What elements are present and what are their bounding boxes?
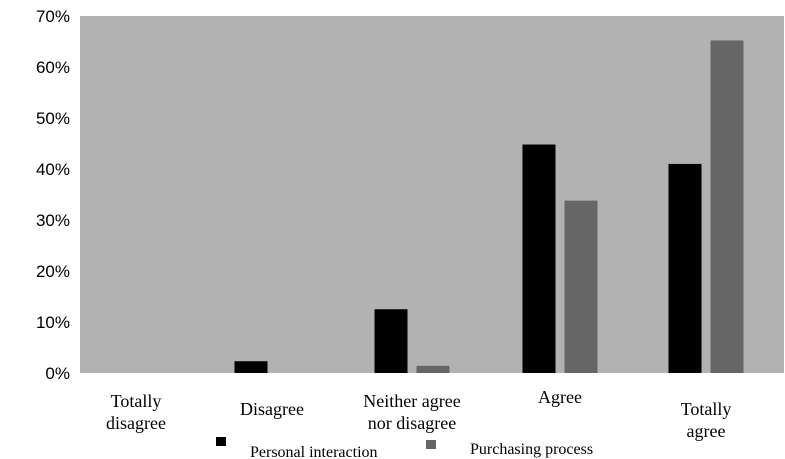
bar (668, 163, 702, 373)
legend-label: Personal interaction (250, 444, 378, 459)
bar (564, 200, 598, 373)
y-tick-label: 60% (36, 58, 70, 77)
legend-label: Purchasing process (470, 441, 593, 458)
category-label: Totally disagree (106, 391, 166, 433)
bar (374, 309, 408, 373)
category-label: Totally agree (681, 399, 732, 441)
bar (416, 365, 450, 373)
bar (234, 361, 268, 373)
y-tick-label: 30% (36, 211, 70, 230)
bar (522, 144, 556, 373)
y-tick-label: 10% (36, 313, 70, 332)
category-label: Agree (538, 387, 582, 407)
y-tick-label: 0% (45, 364, 70, 383)
bar (710, 40, 744, 373)
category-label: Neither agree nor disagree (363, 391, 460, 433)
y-tick-label: 20% (36, 262, 70, 281)
y-tick-label: 70% (36, 7, 70, 26)
plot-area (80, 16, 784, 373)
legend-swatch (426, 440, 436, 449)
y-tick-label: 40% (36, 160, 70, 179)
legend-swatch (216, 437, 226, 446)
category-label: Disagree (240, 399, 304, 419)
y-tick-label: 50% (36, 109, 70, 128)
